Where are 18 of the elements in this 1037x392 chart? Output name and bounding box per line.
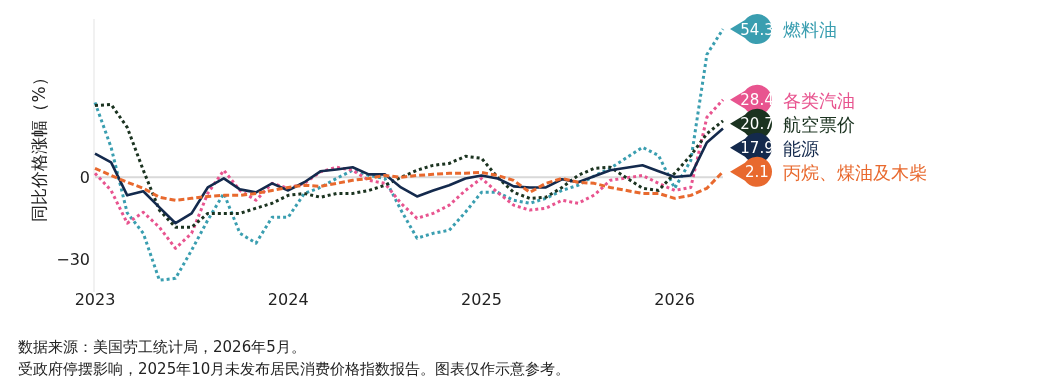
legend-label: 能源	[783, 137, 819, 159]
legend-label: 丙烷、煤油及木柴	[783, 161, 927, 183]
data-label: 54.3	[740, 20, 774, 39]
x-tick-label: 2024	[267, 290, 309, 309]
source-note: 数据来源：美国劳工统计局，2026年5月。	[18, 338, 306, 356]
legend-label: 各类汽油	[783, 89, 855, 111]
y-axis-title: 同比价格涨幅（%）	[29, 69, 49, 222]
data-label: 28.4	[740, 91, 774, 110]
text: 受政府停摆影响，2025年10月未发布居民消费价格指数报告。图表仅作示意参考。	[18, 360, 571, 378]
legend-label: 航空票价	[783, 113, 855, 135]
x-tick-label: 2023	[74, 290, 116, 309]
y-tick-label: −30	[56, 250, 90, 270]
data-label: 20.7	[740, 115, 774, 134]
legend-label: 燃料油	[783, 19, 837, 41]
data-label: 2.1	[745, 163, 769, 182]
x-tick-label: 2026	[654, 290, 696, 309]
x-tick-label: 2025	[461, 290, 502, 309]
y-tick-label: 0	[79, 168, 90, 188]
